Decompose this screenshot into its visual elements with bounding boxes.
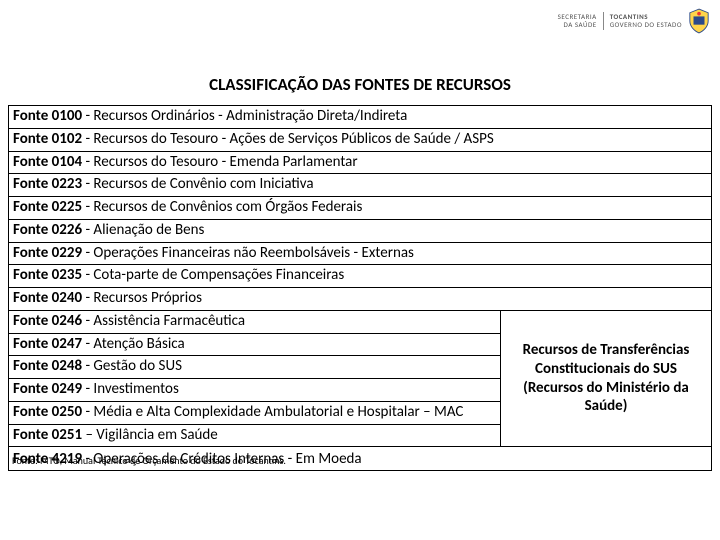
table-row: Fonte 0225 - Recursos de Convênios com Ó… — [9, 197, 711, 220]
table-row: Fonte 0246 - Assistência Farmacêutica — [9, 311, 500, 334]
fonte-code: Fonte 0251 — [13, 426, 82, 444]
fonte-code: Fonte 0250 — [13, 403, 82, 421]
table-row: Fonte 0251 – Vigilância em Saúde — [9, 425, 500, 447]
fonte-desc: - Alienação de Bens — [82, 221, 204, 239]
transfer-note-cell: Recursos de Transferências Constituciona… — [501, 311, 711, 447]
fonte-code: Fonte 0235 — [13, 266, 82, 284]
fonte-code: Fonte 0102 — [13, 130, 82, 148]
table-row: Fonte 0240 - Recursos Próprios — [9, 288, 711, 311]
table-row: Fonte 0249 - Investimentos — [9, 379, 500, 402]
fonte-desc: - Recursos do Tesouro - Emenda Parlament… — [82, 153, 358, 171]
fonte-code: Fonte 0249 — [13, 380, 82, 398]
fonte-desc: – Vigilância em Saúde — [82, 426, 218, 444]
brand-left-line2: DA SAÚDE — [558, 21, 597, 29]
fonte-code: Fonte 0223 — [13, 175, 82, 193]
fonte-code: Fonte 0246 — [13, 312, 82, 330]
table-row: Fonte 0235 - Cota-parte de Compensações … — [9, 265, 711, 288]
fonte-code: Fonte 0225 — [13, 198, 82, 216]
fonte-desc: - Recursos de Convênios com Órgãos Feder… — [82, 198, 362, 216]
brand-right-line2: GOVERNO DO ESTADO — [610, 21, 682, 29]
fonte-code: Fonte 0100 — [13, 107, 82, 125]
fonte-code: Fonte 0247 — [13, 335, 82, 353]
table-row: Fonte 0248 - Gestão do SUS — [9, 356, 500, 379]
table-row: Fonte 0223 - Recursos de Convênio com In… — [9, 174, 711, 197]
fonte-desc: - Gestão do SUS — [82, 357, 182, 375]
fonte-code: Fonte 0229 — [13, 244, 82, 262]
fonte-code: Fonte 0226 — [13, 221, 82, 239]
state-shield-icon — [688, 8, 710, 34]
header-brand-bar: SECRETARIA DA SAÚDE TOCANTINS GOVERNO DO… — [558, 8, 710, 34]
fonte-desc: - Operações Financeiras não Reembolsávei… — [82, 244, 414, 262]
table-row: Fonte 0229 - Operações Financeiras não R… — [9, 243, 711, 266]
fonte-code: Fonte 0248 — [13, 357, 82, 375]
table-row: Fonte 0250 - Média e Alta Complexidade A… — [9, 402, 500, 425]
fonte-desc: - Recursos de Convênio com Iniciativa — [82, 175, 313, 193]
fonte-desc: - Assistência Farmacêutica — [82, 312, 245, 330]
fonte-desc: - Média e Alta Complexidade Ambulatorial… — [82, 403, 463, 421]
table-row: Fonte 0102 - Recursos do Tesouro - Ações… — [9, 129, 711, 152]
fonte-desc: - Cota-parte de Compensações Financeiras — [82, 266, 344, 284]
table-row: Fonte 0104 - Recursos do Tesouro - Emend… — [9, 152, 711, 175]
fonte-desc: - Atenção Básica — [82, 335, 185, 353]
fonte-code: Fonte 0104 — [13, 153, 82, 171]
page-title: CLASSIFICAÇÃO DAS FONTES DE RECURSOS — [0, 74, 720, 95]
fonte-desc: - Recursos Próprios — [82, 289, 202, 307]
table-row: Fonte 0226 - Alienação de Bens — [9, 220, 711, 243]
sources-table: Fonte 0100 - Recursos Ordinários - Admin… — [8, 105, 712, 447]
table-row: Fonte 0247 - Atenção Básica — [9, 334, 500, 357]
footnote-text: Fonte: MTO, Manual Técnico de Orçamento … — [12, 454, 286, 467]
fonte-desc: - Recursos Ordinários - Administração Di… — [82, 107, 407, 125]
fonte-code: Fonte 0240 — [13, 289, 82, 307]
fonte-desc: - Recursos do Tesouro - Ações de Serviço… — [82, 130, 494, 148]
table-row: Fonte 0100 - Recursos Ordinários - Admin… — [9, 106, 711, 129]
fonte-desc: - Investimentos — [82, 380, 179, 398]
